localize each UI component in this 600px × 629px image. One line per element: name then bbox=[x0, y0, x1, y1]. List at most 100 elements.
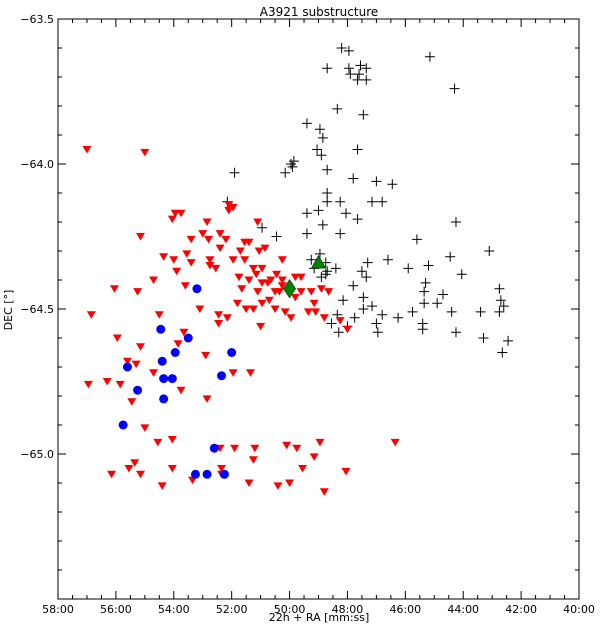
triangle-down-point bbox=[232, 299, 242, 308]
triangle-down-point bbox=[107, 470, 117, 479]
triangle-down-point bbox=[256, 322, 266, 331]
triangle-down-point bbox=[169, 256, 179, 264]
triangle-down-point bbox=[202, 395, 212, 403]
triangle-down-point bbox=[186, 235, 196, 244]
triangle-down-point bbox=[240, 256, 250, 264]
plus-point bbox=[403, 263, 414, 274]
triangle-down-point bbox=[198, 230, 208, 238]
plus-point bbox=[313, 205, 324, 216]
triangle-down-point bbox=[222, 314, 232, 322]
triangle-down-point bbox=[153, 438, 163, 447]
triangle-down-point bbox=[319, 314, 329, 322]
triangle-down-point bbox=[390, 438, 400, 447]
plus-point bbox=[322, 196, 333, 207]
triangle-down-point bbox=[264, 296, 274, 305]
triangle-down-point bbox=[167, 465, 177, 473]
plus-point bbox=[335, 196, 346, 207]
plus-point bbox=[352, 214, 363, 225]
triangle-down-point bbox=[244, 238, 254, 247]
triangle-down-point bbox=[245, 369, 255, 377]
plus-point bbox=[352, 144, 363, 155]
x-tick-label: 50:00 bbox=[274, 603, 306, 616]
triangle-down-point bbox=[324, 288, 334, 296]
triangle-down-point bbox=[341, 467, 351, 476]
triangle-down-point bbox=[263, 279, 273, 287]
triangle-down-point bbox=[315, 438, 325, 447]
triangle-down-point bbox=[130, 459, 140, 467]
triangle-down-point bbox=[124, 465, 134, 473]
plus-point bbox=[348, 173, 359, 184]
plus-point bbox=[338, 295, 349, 306]
triangle-down-series bbox=[82, 146, 400, 496]
plus-point bbox=[330, 263, 341, 274]
plus-point bbox=[349, 312, 360, 323]
triangle-down-point bbox=[298, 465, 308, 473]
triangle-down-point bbox=[179, 328, 189, 337]
triangle-down-point bbox=[296, 288, 306, 296]
circle-point bbox=[159, 374, 169, 384]
triangle-down-point bbox=[230, 444, 240, 453]
plus-point bbox=[449, 83, 460, 94]
plus-point bbox=[362, 257, 373, 268]
triangle-down-point bbox=[257, 299, 267, 308]
plus-point bbox=[322, 188, 333, 198]
triangle-down-point bbox=[205, 256, 215, 264]
plus-point bbox=[317, 219, 328, 230]
plus-point bbox=[371, 176, 382, 187]
triangle-down-point bbox=[131, 360, 141, 369]
triangle-down-point bbox=[248, 264, 258, 273]
plus-point bbox=[286, 159, 297, 169]
plus-point bbox=[355, 60, 366, 71]
circle-point bbox=[167, 374, 177, 384]
triangle-down-point bbox=[342, 325, 352, 334]
chart-title: A3921 substructure bbox=[260, 5, 379, 19]
triangle-down-point bbox=[135, 470, 145, 479]
triangle-down-point bbox=[127, 398, 137, 406]
plus-point bbox=[377, 309, 388, 320]
triangle-down-point bbox=[280, 308, 290, 316]
plus-point bbox=[495, 295, 506, 306]
plus-point bbox=[503, 335, 514, 346]
plus-point bbox=[343, 63, 354, 74]
plus-point bbox=[377, 196, 388, 207]
triangle-down-point bbox=[167, 215, 177, 224]
circle-series bbox=[118, 284, 237, 479]
triangle-down-point bbox=[248, 456, 258, 464]
plus-point bbox=[320, 269, 331, 280]
triangle-down-point bbox=[290, 273, 300, 282]
triangle-down-point bbox=[282, 441, 292, 450]
triangle-down-point bbox=[248, 305, 258, 313]
triangle-down-point bbox=[257, 264, 267, 273]
plus-point bbox=[317, 132, 328, 143]
plus-point bbox=[497, 347, 508, 358]
plus-point bbox=[271, 231, 282, 242]
triangle-down-point bbox=[311, 308, 321, 316]
plus-point bbox=[314, 124, 325, 135]
triangle-down-point bbox=[235, 247, 245, 255]
plus-point bbox=[229, 167, 240, 178]
plus-point bbox=[257, 222, 268, 233]
plus-point bbox=[333, 327, 344, 338]
circle-point bbox=[133, 385, 143, 395]
plus-point bbox=[498, 301, 509, 312]
triangle-down-point bbox=[270, 305, 280, 313]
plus-point bbox=[306, 254, 317, 265]
triangle-down-point bbox=[186, 259, 196, 267]
plus-point bbox=[387, 179, 398, 190]
plus-point bbox=[494, 306, 505, 317]
plus-point bbox=[407, 306, 418, 317]
plus-point bbox=[354, 69, 365, 80]
y-tick-label: −64.5 bbox=[20, 303, 54, 316]
triangle-down-point bbox=[228, 204, 238, 212]
plus-point bbox=[287, 161, 298, 172]
plus-point bbox=[314, 248, 325, 259]
triangle-down-point bbox=[135, 343, 145, 351]
plus-point bbox=[280, 167, 291, 178]
x-axis-label: 22h + RA [mm:ss] bbox=[269, 611, 370, 624]
triangle-down-point bbox=[309, 453, 319, 461]
triangle-down-point bbox=[109, 285, 119, 293]
plus-point bbox=[432, 298, 443, 309]
triangle-down-point bbox=[102, 378, 112, 386]
triangle-up-series bbox=[310, 254, 327, 269]
